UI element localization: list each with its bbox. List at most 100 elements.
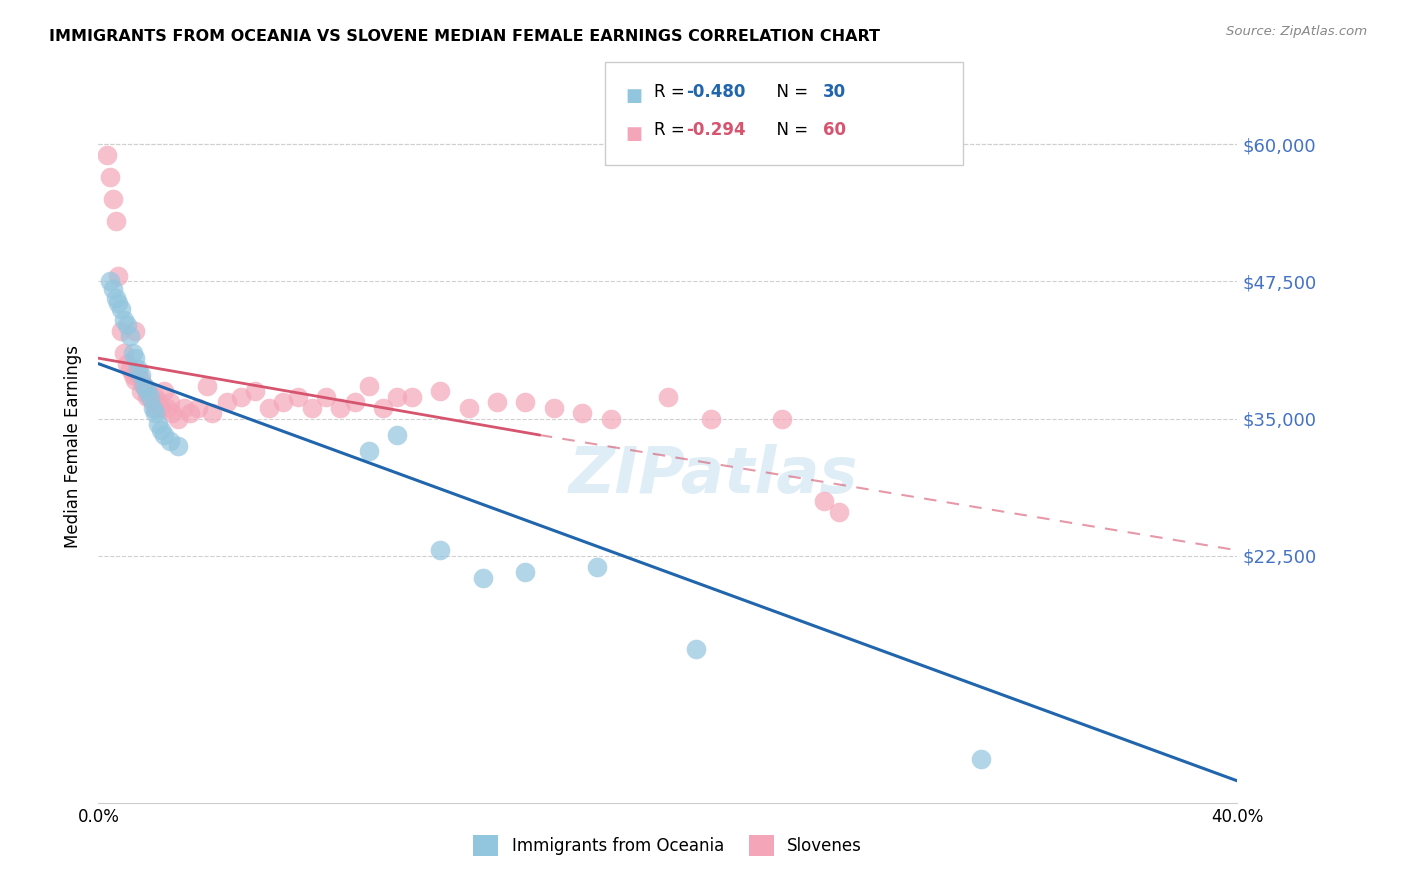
Point	[145, 401, 167, 415]
Point	[110, 301, 132, 316]
Point	[195, 378, 218, 392]
Point	[141, 395, 163, 409]
Point	[429, 384, 451, 398]
Point	[167, 411, 190, 425]
Point	[457, 401, 479, 415]
Point	[685, 642, 707, 657]
Point	[970, 752, 993, 766]
Point	[471, 571, 494, 585]
Point	[132, 378, 155, 392]
Point	[699, 411, 721, 425]
Point	[127, 368, 149, 382]
Point	[121, 345, 143, 359]
Point	[145, 390, 167, 404]
Text: -0.480: -0.480	[686, 83, 745, 101]
Point	[127, 362, 149, 376]
Point	[343, 395, 366, 409]
Point	[167, 439, 190, 453]
Point	[129, 384, 152, 398]
Point	[357, 444, 380, 458]
Point	[118, 362, 141, 376]
Point	[187, 401, 209, 415]
Point	[101, 192, 124, 206]
Point	[153, 384, 176, 398]
Point	[229, 390, 252, 404]
Point	[112, 345, 135, 359]
Point	[118, 329, 141, 343]
Text: R =: R =	[654, 121, 690, 139]
Point	[135, 384, 157, 398]
Point	[129, 368, 152, 382]
Point	[129, 373, 152, 387]
Text: N =: N =	[766, 83, 814, 101]
Point	[156, 401, 179, 415]
Point	[315, 390, 337, 404]
Point	[329, 401, 352, 415]
Point	[110, 324, 132, 338]
Point	[387, 428, 409, 442]
Point	[150, 423, 173, 437]
Point	[657, 390, 679, 404]
Point	[543, 401, 565, 415]
Point	[112, 312, 135, 326]
Legend: Immigrants from Oceania, Slovenes: Immigrants from Oceania, Slovenes	[467, 829, 869, 863]
Text: ■: ■	[626, 125, 643, 143]
Point	[486, 395, 509, 409]
Point	[828, 505, 851, 519]
Point	[138, 390, 160, 404]
Text: ■: ■	[626, 87, 643, 104]
Point	[173, 401, 195, 415]
Point	[101, 282, 124, 296]
Point	[571, 406, 593, 420]
Point	[107, 296, 129, 310]
Point	[159, 395, 181, 409]
Point	[387, 390, 409, 404]
Point	[243, 384, 266, 398]
Point	[813, 494, 835, 508]
Point	[121, 368, 143, 382]
Point	[104, 291, 127, 305]
Point	[115, 357, 138, 371]
Point	[373, 401, 395, 415]
Text: 30: 30	[823, 83, 845, 101]
Point	[96, 148, 118, 162]
Text: ZIPatlas: ZIPatlas	[568, 443, 858, 506]
Text: -0.294: -0.294	[686, 121, 745, 139]
Point	[301, 401, 323, 415]
Point	[585, 559, 607, 574]
Point	[287, 390, 309, 404]
Text: Source: ZipAtlas.com: Source: ZipAtlas.com	[1226, 25, 1367, 38]
Point	[148, 417, 170, 431]
Text: R =: R =	[654, 83, 690, 101]
Text: N =: N =	[766, 121, 814, 139]
Point	[124, 373, 146, 387]
Point	[115, 318, 138, 333]
Point	[132, 378, 155, 392]
Point	[153, 428, 176, 442]
Point	[135, 384, 157, 398]
Point	[215, 395, 238, 409]
Point	[124, 324, 146, 338]
Point	[357, 378, 380, 392]
Point	[141, 401, 163, 415]
Point	[98, 274, 121, 288]
Point	[600, 411, 623, 425]
Point	[515, 395, 537, 409]
Point	[107, 268, 129, 283]
Point	[148, 395, 170, 409]
Text: 60: 60	[823, 121, 845, 139]
Point	[201, 406, 224, 420]
Point	[770, 411, 793, 425]
Point	[124, 351, 146, 366]
Point	[515, 566, 537, 580]
Point	[98, 169, 121, 184]
Y-axis label: Median Female Earnings: Median Female Earnings	[65, 344, 83, 548]
Point	[159, 434, 181, 448]
Point	[273, 395, 295, 409]
Point	[179, 406, 201, 420]
Point	[138, 390, 160, 404]
Point	[135, 390, 157, 404]
Text: IMMIGRANTS FROM OCEANIA VS SLOVENE MEDIAN FEMALE EARNINGS CORRELATION CHART: IMMIGRANTS FROM OCEANIA VS SLOVENE MEDIA…	[49, 29, 880, 44]
Point	[162, 406, 184, 420]
Point	[104, 214, 127, 228]
